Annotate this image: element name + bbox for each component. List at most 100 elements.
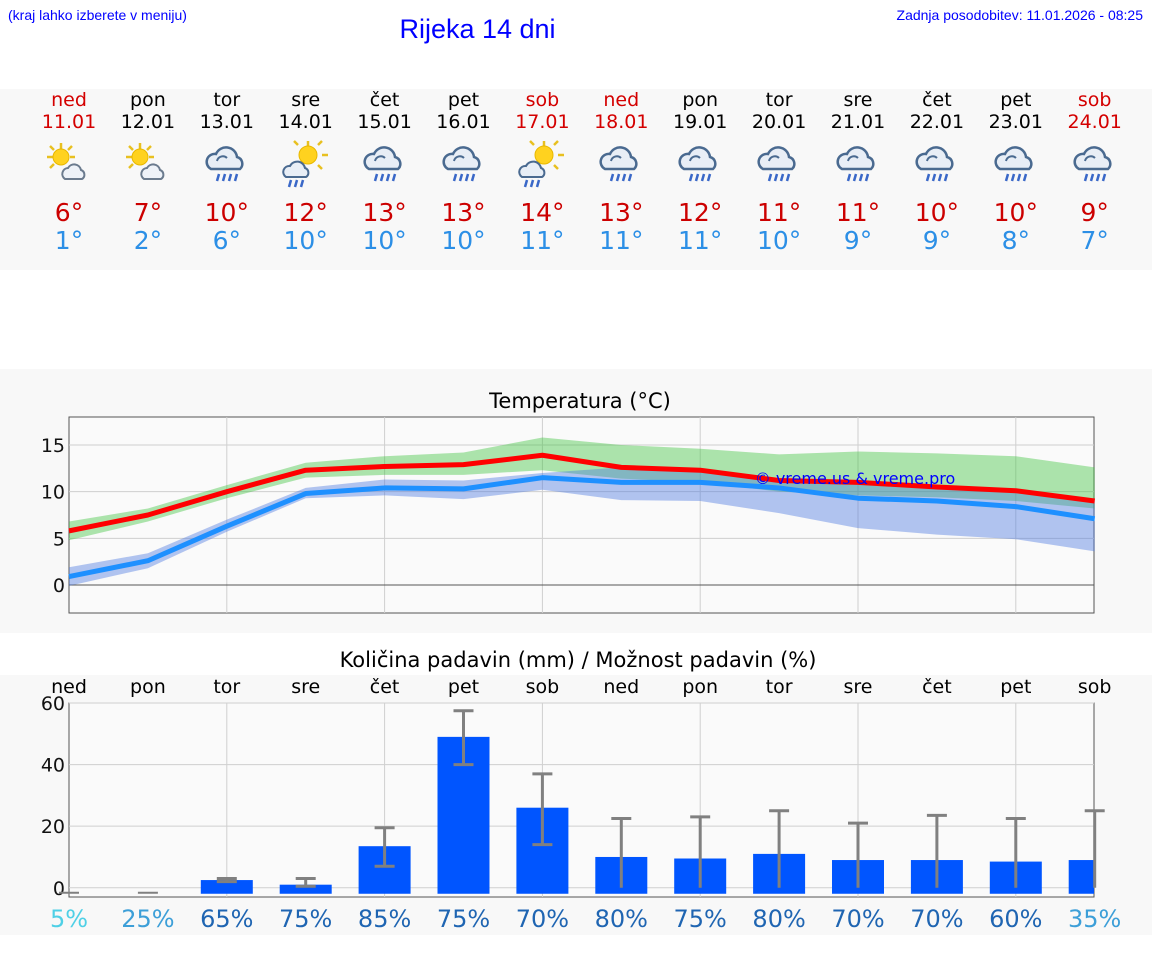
day-name: čet bbox=[369, 89, 400, 111]
day-name: pet bbox=[447, 89, 480, 111]
x-day-label: sob bbox=[1078, 676, 1112, 698]
y-tick-label: 5 bbox=[53, 528, 65, 550]
day-name: sre bbox=[843, 89, 873, 111]
day-date: 23.01 bbox=[988, 111, 1043, 133]
day-date: 17.01 bbox=[515, 111, 570, 133]
x-day-label: ned bbox=[603, 676, 639, 698]
day-name: sob bbox=[1077, 89, 1112, 111]
day-date: 12.01 bbox=[120, 111, 176, 133]
min-temperature: 10° bbox=[362, 226, 407, 255]
x-day-label: pet bbox=[448, 676, 479, 698]
precipitation-chart-title: Količina padavin (mm) / Možnost padavin … bbox=[340, 648, 817, 672]
rain-cloud-icon bbox=[988, 137, 1044, 193]
day-date: 24.01 bbox=[1067, 111, 1122, 133]
temperature-chart-title: Temperatura (°C) bbox=[488, 389, 671, 413]
x-day-label: tor bbox=[213, 676, 240, 698]
day-name: pon bbox=[130, 89, 166, 111]
precipitation-probability: 70% bbox=[910, 905, 963, 933]
max-temperature: 12° bbox=[678, 198, 723, 227]
y-tick-label: 40 bbox=[41, 755, 65, 777]
day-date: 22.01 bbox=[909, 111, 965, 133]
precipitation-bar bbox=[1068, 860, 1094, 894]
rain-cloud-icon bbox=[909, 137, 965, 193]
max-temperature: 9° bbox=[1080, 198, 1109, 227]
x-day-label: sre bbox=[291, 676, 320, 698]
day-date: 15.01 bbox=[357, 111, 412, 133]
max-temperature: 6° bbox=[54, 198, 84, 227]
forecast-band bbox=[0, 89, 1152, 270]
x-day-label: čet bbox=[922, 676, 952, 698]
y-tick-label: 0 bbox=[53, 878, 65, 900]
max-temperature-line bbox=[68, 452, 1096, 534]
day-name: sob bbox=[525, 89, 560, 111]
day-name: ned bbox=[603, 89, 640, 111]
day-name: ned bbox=[51, 89, 87, 111]
watermark: © vreme.us & vreme.pro bbox=[755, 469, 956, 488]
max-temperature-band bbox=[69, 437, 1095, 541]
x-day-label: tor bbox=[766, 676, 793, 698]
x-day-label: pet bbox=[1000, 676, 1031, 698]
sun-rain-icon bbox=[278, 137, 334, 193]
day-name: sre bbox=[291, 89, 321, 111]
precipitation-probability: 65% bbox=[200, 905, 253, 933]
rain-cloud-icon bbox=[1067, 137, 1123, 193]
rain-cloud-icon bbox=[436, 137, 492, 193]
day-name: pet bbox=[1000, 89, 1032, 111]
rain-cloud-icon bbox=[357, 137, 413, 193]
y-tick-label: 15 bbox=[41, 435, 65, 457]
temperature-plot-area bbox=[68, 416, 1095, 614]
sun-cloud-icon bbox=[41, 137, 97, 193]
max-temperature: 10° bbox=[204, 198, 249, 227]
max-temperature: 10° bbox=[914, 198, 960, 227]
min-temperature: 8° bbox=[1001, 226, 1030, 255]
precipitation-probability: 80% bbox=[752, 905, 805, 933]
min-temperature-line bbox=[68, 475, 1096, 580]
min-temperature: 2° bbox=[133, 226, 163, 255]
max-temperature: 13° bbox=[599, 198, 644, 227]
x-day-label: pon bbox=[130, 676, 166, 698]
min-temperature: 11° bbox=[599, 226, 644, 255]
rain-cloud-icon bbox=[593, 137, 649, 193]
day-name: čet bbox=[922, 89, 952, 111]
max-temperature: 11° bbox=[756, 198, 802, 227]
min-temperature: 10° bbox=[441, 226, 486, 255]
precipitation-probability: 35% bbox=[1068, 905, 1121, 933]
min-temperature: 6° bbox=[212, 226, 241, 255]
region-hint: (kraj lahko izberete v meniju) bbox=[8, 7, 187, 23]
max-temperature: 14° bbox=[520, 198, 565, 227]
x-day-label: pon bbox=[682, 676, 718, 698]
precipitation-probability: 25% bbox=[121, 905, 174, 933]
y-tick-label: 10 bbox=[41, 482, 65, 504]
day-date: 16.01 bbox=[436, 111, 491, 133]
precipitation-probability: 75% bbox=[437, 905, 490, 933]
y-tick-label: 20 bbox=[41, 816, 65, 838]
day-date: 18.01 bbox=[594, 111, 649, 133]
max-temperature: 13° bbox=[362, 198, 407, 227]
rain-cloud-icon bbox=[751, 137, 807, 193]
day-date: 11.01 bbox=[41, 111, 97, 133]
precipitation-probability: 60% bbox=[989, 905, 1042, 933]
precipitation-probability: 5% bbox=[50, 905, 88, 933]
day-name: tor bbox=[213, 89, 241, 111]
precipitation-bar bbox=[200, 880, 253, 894]
day-date: 20.01 bbox=[751, 111, 807, 133]
y-tick-label: 0 bbox=[53, 575, 65, 597]
precipitation-probability: 80% bbox=[595, 905, 648, 933]
max-temperature: 13° bbox=[441, 198, 486, 227]
min-temperature: 11° bbox=[520, 226, 565, 255]
sun-cloud-icon bbox=[120, 137, 176, 193]
precipitation-probability: 75% bbox=[674, 905, 727, 933]
min-temperature: 10° bbox=[283, 226, 328, 255]
daily-forecast: ned 11.01 6° 1° pon 12.01 7° 2° tor 13.01 10° 6° sre… bbox=[0, 0, 1152, 270]
x-day-label: sre bbox=[844, 676, 873, 698]
min-temperature: 1° bbox=[54, 226, 84, 255]
precipitation-probability: 70% bbox=[516, 905, 569, 933]
max-temperature: 11° bbox=[835, 198, 881, 227]
sun-rain-icon bbox=[514, 137, 570, 193]
precipitation-bar bbox=[279, 884, 332, 894]
rain-cloud-icon bbox=[672, 137, 728, 193]
max-temperature: 12° bbox=[283, 198, 328, 227]
day-date: 14.01 bbox=[278, 111, 333, 133]
day-date: 19.01 bbox=[672, 111, 728, 133]
